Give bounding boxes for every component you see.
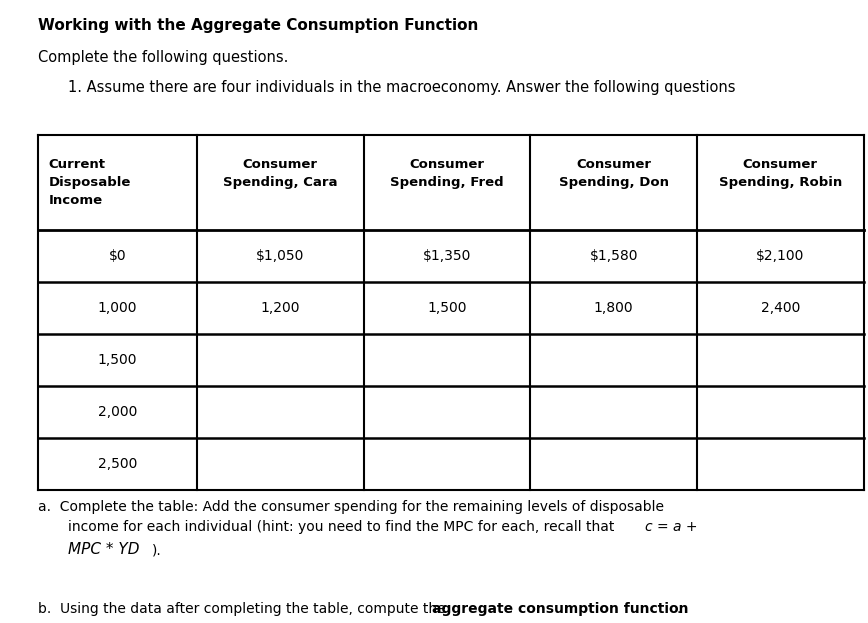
Text: Income: Income: [49, 194, 102, 207]
Text: 1,500: 1,500: [427, 301, 467, 315]
Text: Consumer: Consumer: [410, 158, 484, 171]
Text: Spending, Fred: Spending, Fred: [391, 176, 503, 189]
Text: 1,200: 1,200: [260, 301, 300, 315]
Text: Working with the Aggregate Consumption Function: Working with the Aggregate Consumption F…: [38, 18, 478, 33]
Text: Spending, Don: Spending, Don: [559, 176, 668, 189]
Text: $2,100: $2,100: [756, 249, 805, 263]
Text: Consumer: Consumer: [743, 158, 818, 171]
Text: aggregate consumption function: aggregate consumption function: [432, 602, 688, 616]
Text: Consumer: Consumer: [243, 158, 318, 171]
Text: Consumer: Consumer: [576, 158, 651, 171]
Text: Complete the following questions.: Complete the following questions.: [38, 50, 288, 65]
Text: Disposable: Disposable: [49, 176, 131, 189]
Text: 1,000: 1,000: [98, 301, 137, 315]
Text: ).: ).: [152, 543, 161, 557]
Text: Spending, Cara: Spending, Cara: [223, 176, 338, 189]
Text: 2,400: 2,400: [760, 301, 800, 315]
Text: c = a +: c = a +: [645, 520, 698, 534]
Text: Spending, Robin: Spending, Robin: [719, 176, 842, 189]
Text: MPC * YD: MPC * YD: [68, 542, 140, 557]
Text: 2,000: 2,000: [98, 405, 137, 419]
Text: $1,050: $1,050: [256, 249, 305, 263]
Text: 1,800: 1,800: [594, 301, 634, 315]
Text: .: .: [677, 602, 681, 616]
Text: Current: Current: [49, 158, 106, 171]
Text: income for each individual (hint: you need to find the MPC for each, recall that: income for each individual (hint: you ne…: [68, 520, 619, 534]
Text: 2,500: 2,500: [98, 457, 137, 471]
Text: $1,350: $1,350: [423, 249, 471, 263]
Text: b.  Using the data after completing the table, compute the: b. Using the data after completing the t…: [38, 602, 450, 616]
Text: 1. Assume there are four individuals in the macroeconomy. Answer the following q: 1. Assume there are four individuals in …: [68, 80, 735, 95]
Text: $1,580: $1,580: [589, 249, 638, 263]
Text: 1,500: 1,500: [98, 353, 137, 367]
Text: a.  Complete the table: Add the consumer spending for the remaining levels of di: a. Complete the table: Add the consumer …: [38, 500, 664, 514]
Text: $0: $0: [108, 249, 127, 263]
